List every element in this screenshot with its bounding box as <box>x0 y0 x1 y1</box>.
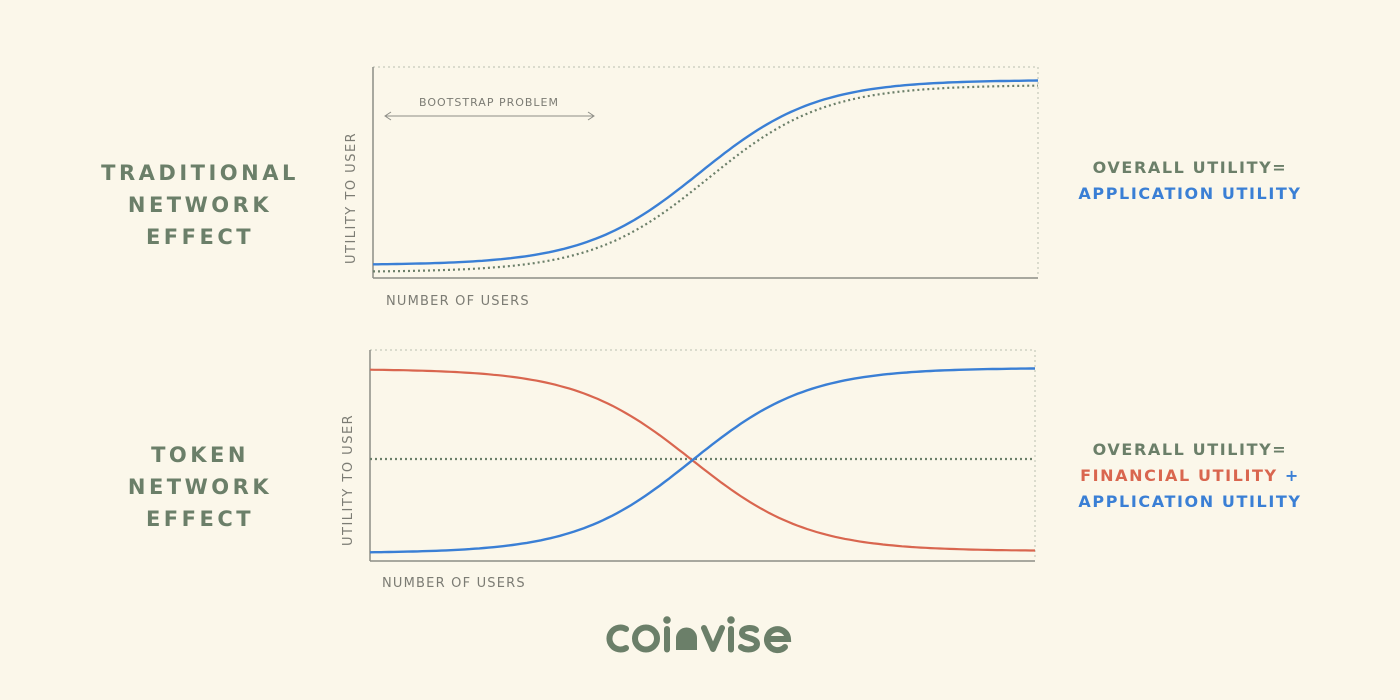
i-dot <box>727 616 735 624</box>
logo-letters <box>606 624 792 654</box>
coinvise-logo-icon <box>676 627 697 650</box>
letter-s <box>738 625 761 653</box>
bottom-panel: UTILITY TO USER NUMBER OF USERS <box>341 349 1036 591</box>
overall-utility-curve <box>373 84 1039 273</box>
traditional-formula: OVERALL UTILITY= APPLICATION UTILITY <box>1040 155 1340 207</box>
token-formula: OVERALL UTILITY= FINANCIAL UTILITY + APP… <box>1040 437 1340 515</box>
application-utility-curve <box>373 79 1039 266</box>
title-line: EFFECT <box>145 225 255 249</box>
formula-line-application: APPLICATION UTILITY <box>1078 492 1302 511</box>
title-line: EFFECT <box>145 507 255 531</box>
token-network-effect-title: TOKEN NETWORK EFFECT <box>80 439 320 535</box>
letter-o <box>632 624 660 653</box>
title-line: TRADITIONAL <box>101 161 299 185</box>
y-axis-label: UTILITY TO USER <box>344 132 359 264</box>
title-line: NETWORK <box>127 475 273 499</box>
letter-e <box>764 626 792 654</box>
letter-v <box>701 625 725 652</box>
bootstrap-label: BOOTSTRAP PROBLEM <box>419 96 559 109</box>
traditional-network-effect-title: TRADITIONAL NETWORK EFFECT <box>80 157 320 253</box>
x-axis-label: NUMBER OF USERS <box>382 576 526 591</box>
title-line: NETWORK <box>127 193 273 217</box>
y-axis-label: UTILITY TO USER <box>341 414 356 546</box>
top-panel: BOOTSTRAP PROBLEM UTILITY TO USER NUMBER… <box>344 66 1039 309</box>
formula-line-overall: OVERALL UTILITY= <box>1092 440 1288 459</box>
title-line: TOKEN <box>151 443 249 467</box>
arrow-right-head <box>587 111 595 121</box>
x-axis-label: NUMBER OF USERS <box>386 294 530 309</box>
plus-sign: + <box>1277 466 1300 485</box>
financial-utility-text: FINANCIAL UTILITY <box>1080 466 1278 485</box>
i-dot <box>663 616 671 624</box>
letter-c <box>606 624 629 653</box>
arrow-left-head <box>384 111 392 121</box>
formula-line-overall: OVERALL UTILITY= <box>1092 158 1288 177</box>
application-utility-curve <box>369 367 1035 554</box>
formula-line-application: APPLICATION UTILITY <box>1078 184 1302 203</box>
financial-utility-curve <box>369 368 1035 552</box>
coinvise-logo <box>606 616 792 654</box>
formula-line-financial: FINANCIAL UTILITY + <box>1040 463 1340 489</box>
